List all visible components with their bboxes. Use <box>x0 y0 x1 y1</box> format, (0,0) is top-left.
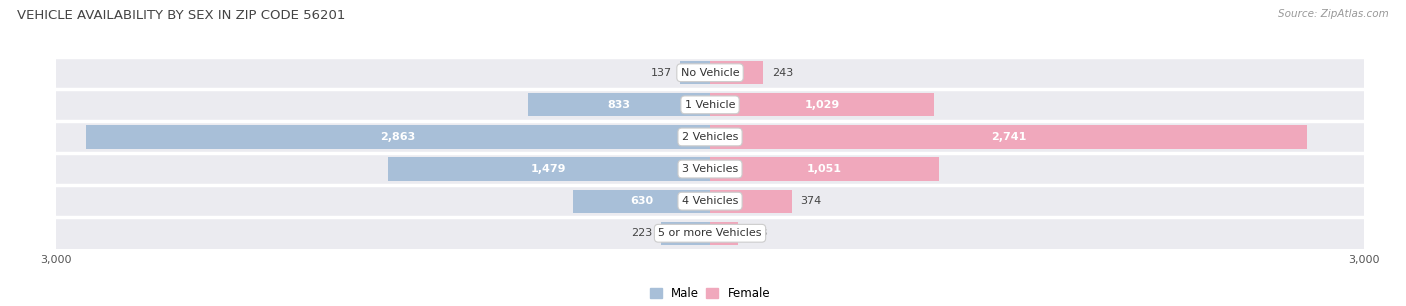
Bar <box>86 125 710 148</box>
Bar <box>710 158 939 181</box>
Text: 1,029: 1,029 <box>804 100 839 110</box>
Text: 1 Vehicle: 1 Vehicle <box>685 100 735 110</box>
Text: 243: 243 <box>772 68 793 78</box>
Text: 630: 630 <box>630 196 652 206</box>
Bar <box>681 61 710 84</box>
Bar <box>56 185 1364 217</box>
Bar <box>572 190 710 213</box>
Bar <box>529 93 710 116</box>
Text: 2 Vehicles: 2 Vehicles <box>682 132 738 142</box>
Text: 374: 374 <box>800 196 821 206</box>
Text: 223: 223 <box>631 228 652 238</box>
Bar <box>710 61 763 84</box>
Bar <box>710 222 738 245</box>
Text: 3 Vehicles: 3 Vehicles <box>682 164 738 174</box>
Bar <box>56 57 1364 89</box>
Bar <box>56 217 1364 249</box>
Text: 137: 137 <box>651 68 672 78</box>
Text: VEHICLE AVAILABILITY BY SEX IN ZIP CODE 56201: VEHICLE AVAILABILITY BY SEX IN ZIP CODE … <box>17 9 346 22</box>
Text: Source: ZipAtlas.com: Source: ZipAtlas.com <box>1278 9 1389 19</box>
Text: 2,741: 2,741 <box>991 132 1026 142</box>
Text: 5 or more Vehicles: 5 or more Vehicles <box>658 228 762 238</box>
Bar <box>710 125 1308 148</box>
Bar <box>710 190 792 213</box>
Text: 128: 128 <box>747 228 768 238</box>
Text: 1,051: 1,051 <box>807 164 842 174</box>
Text: 1,479: 1,479 <box>531 164 567 174</box>
Bar <box>710 93 934 116</box>
Text: 4 Vehicles: 4 Vehicles <box>682 196 738 206</box>
Text: 2,863: 2,863 <box>381 132 416 142</box>
Bar <box>388 158 710 181</box>
Text: 833: 833 <box>607 100 631 110</box>
Bar <box>56 121 1364 153</box>
Legend: Male, Female: Male, Female <box>650 287 770 300</box>
Bar <box>56 89 1364 121</box>
Bar <box>56 153 1364 185</box>
Bar <box>661 222 710 245</box>
Text: No Vehicle: No Vehicle <box>681 68 740 78</box>
